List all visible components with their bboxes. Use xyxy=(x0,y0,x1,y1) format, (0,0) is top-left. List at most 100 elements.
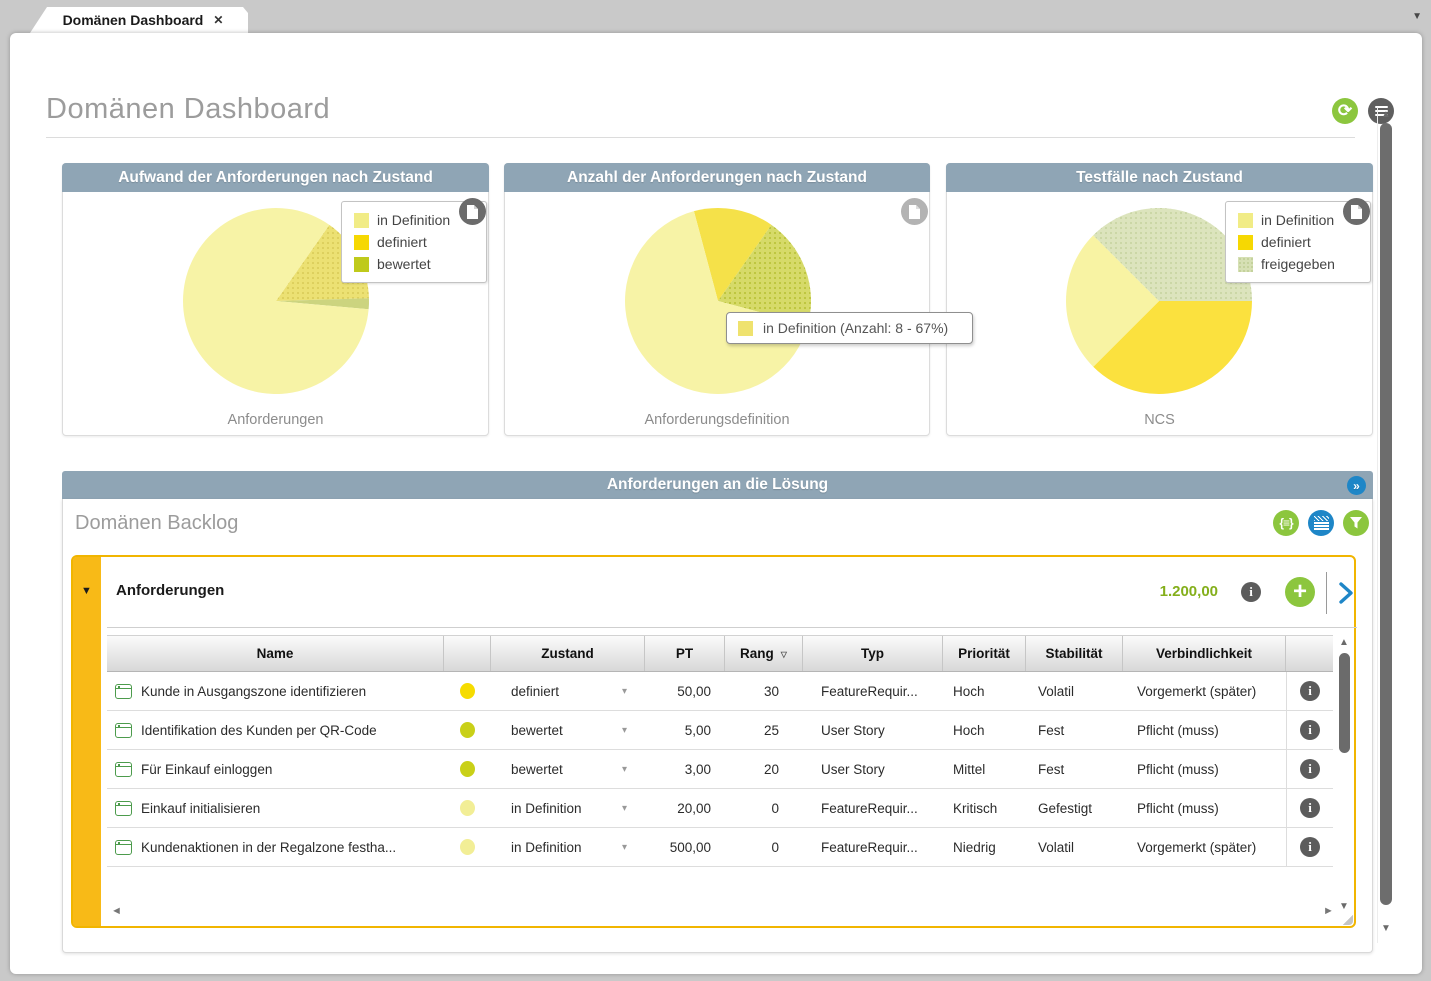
group-info-button[interactable]: i xyxy=(1241,582,1261,602)
legend-label: definiert xyxy=(377,234,427,250)
tabstrip-caret-icon[interactable]: ▼ xyxy=(1412,11,1422,22)
legend-item[interactable]: freigegeben xyxy=(1238,253,1362,275)
column-header-status[interactable] xyxy=(444,636,491,671)
panel-anzahl-header: Anzahl der Anforderungen nach Zustand xyxy=(504,163,930,192)
row-info-button[interactable]: i xyxy=(1300,837,1320,857)
info-icon: i xyxy=(1308,839,1312,855)
tab-domaenen-dashboard[interactable]: Domänen Dashboard ✕ xyxy=(30,7,248,33)
status-dot xyxy=(460,800,475,816)
group-settings-button[interactable]: {≡} xyxy=(1273,510,1299,536)
row-stabilitaet: Volatil xyxy=(1026,828,1123,866)
tooltip-swatch xyxy=(738,321,753,336)
column-header-typ[interactable]: Typ xyxy=(803,636,943,671)
info-icon: i xyxy=(1249,584,1253,600)
status-dot xyxy=(460,722,475,738)
requirement-icon xyxy=(115,723,132,738)
legend-swatch xyxy=(1238,213,1253,228)
tab-title: Domänen Dashboard xyxy=(55,12,204,28)
column-header-verbindlichkeit[interactable]: Verbindlichkeit xyxy=(1123,636,1286,671)
column-header-pt[interactable]: PT xyxy=(645,636,725,671)
zustand-dropdown[interactable]: bewertet▾ xyxy=(491,750,645,788)
chart-footer-label: NCS xyxy=(947,412,1372,428)
refresh-button[interactable]: ⟳ xyxy=(1332,98,1358,124)
row-name: Für Einkauf einloggen xyxy=(141,762,272,777)
export-button[interactable] xyxy=(901,198,928,225)
table-row[interactable]: Kundenaktionen in der Regalzone festha..… xyxy=(107,828,1333,867)
legend-item[interactable]: definiert xyxy=(1238,231,1362,253)
row-name: Identifikation des Kunden per QR-Code xyxy=(141,723,377,738)
column-header-rang[interactable]: Rang ▽ xyxy=(725,636,803,671)
row-rang: 30 xyxy=(725,672,803,710)
view-mode-button[interactable] xyxy=(1308,510,1334,536)
scroll-up-icon[interactable]: ▲ xyxy=(1381,109,1391,120)
row-rang: 0 xyxy=(725,828,803,866)
filter-button[interactable] xyxy=(1343,510,1369,536)
legend-swatch xyxy=(354,257,369,272)
group-title: Anforderungen xyxy=(116,582,224,599)
chevron-down-icon: ▾ xyxy=(622,764,627,775)
page-vertical-scrollbar[interactable]: ▲ ▼ xyxy=(1377,107,1392,943)
info-icon: i xyxy=(1308,722,1312,738)
row-verbindlichkeit: Vorgemerkt (später) xyxy=(1123,672,1286,710)
resize-grip[interactable] xyxy=(1343,915,1353,925)
row-info-button[interactable]: i xyxy=(1300,798,1320,818)
chevron-down-icon: ▾ xyxy=(622,686,627,697)
scroll-left-icon[interactable]: ◄ xyxy=(111,905,122,917)
page-title: Domänen Dashboard xyxy=(46,93,330,126)
row-info-button[interactable]: i xyxy=(1300,720,1320,740)
info-icon: i xyxy=(1308,800,1312,816)
row-stabilitaet: Volatil xyxy=(1026,672,1123,710)
legend-item[interactable]: definiert xyxy=(354,231,478,253)
row-typ: User Story xyxy=(803,750,943,788)
scroll-down-icon[interactable]: ▼ xyxy=(1339,901,1349,912)
scroll-up-icon[interactable]: ▲ xyxy=(1339,637,1349,648)
row-prioritaet: Hoch xyxy=(943,672,1026,710)
row-stabilitaet: Fest xyxy=(1026,711,1123,749)
add-requirement-button[interactable]: + xyxy=(1285,577,1315,607)
legend-item[interactable]: bewertet xyxy=(354,253,478,275)
hatched-list-icon xyxy=(1314,516,1329,530)
open-group-button[interactable] xyxy=(1333,580,1359,606)
zustand-dropdown[interactable]: bewertet▾ xyxy=(491,711,645,749)
column-header-prioritaet[interactable]: Priorität xyxy=(943,636,1026,671)
panel-testfaelle: Testfälle nach Zustand in Definition def… xyxy=(946,163,1373,436)
collapse-arrow-icon[interactable]: ▼ xyxy=(81,585,92,597)
scrollbar-thumb[interactable] xyxy=(1380,123,1392,905)
row-typ: FeatureRequir... xyxy=(803,828,943,866)
zustand-dropdown[interactable]: definiert▾ xyxy=(491,672,645,710)
tab-close-icon[interactable]: ✕ xyxy=(213,13,223,27)
legend-swatch xyxy=(1238,235,1253,250)
scroll-down-icon[interactable]: ▼ xyxy=(1381,923,1391,934)
pie-chart-anzahl[interactable] xyxy=(623,206,813,396)
table-row[interactable]: Kunde in Ausgangszone identifizieren def… xyxy=(107,672,1333,711)
row-verbindlichkeit: Pflicht (muss) xyxy=(1123,711,1286,749)
table-row[interactable]: Einkauf initialisieren in Definition▾ 20… xyxy=(107,789,1333,828)
expand-section-button[interactable]: » xyxy=(1347,476,1366,495)
group-collapse-strip[interactable]: ▼ xyxy=(73,557,101,926)
table-vertical-scrollbar[interactable]: ▲ ▼ xyxy=(1337,635,1353,917)
document-icon xyxy=(465,204,480,220)
tooltip-text: in Definition (Anzahl: 8 - 67%) xyxy=(763,320,948,336)
zustand-dropdown[interactable]: in Definition▾ xyxy=(491,828,645,866)
column-header-stabilitaet[interactable]: Stabilität xyxy=(1026,636,1123,671)
row-pt: 500,00 xyxy=(645,828,725,866)
column-header-name[interactable]: Name xyxy=(107,636,444,671)
refresh-icon: ⟳ xyxy=(1338,101,1352,121)
row-info-button[interactable]: i xyxy=(1300,681,1320,701)
row-name: Kundenaktionen in der Regalzone festha..… xyxy=(141,840,396,855)
row-pt: 20,00 xyxy=(645,789,725,827)
scrollbar-thumb[interactable] xyxy=(1339,653,1350,753)
column-header-zustand[interactable]: Zustand xyxy=(491,636,645,671)
row-pt: 50,00 xyxy=(645,672,725,710)
chevron-right-icon xyxy=(1333,580,1359,606)
row-typ: FeatureRequir... xyxy=(803,789,943,827)
zustand-dropdown[interactable]: in Definition▾ xyxy=(491,789,645,827)
table-row[interactable]: Identifikation des Kunden per QR-Code be… xyxy=(107,711,1333,750)
export-button[interactable] xyxy=(459,198,486,225)
row-info-button[interactable]: i xyxy=(1300,759,1320,779)
chevron-down-icon: ▾ xyxy=(622,725,627,736)
scroll-right-icon[interactable]: ► xyxy=(1323,905,1334,917)
export-button[interactable] xyxy=(1343,198,1370,225)
table-row[interactable]: Für Einkauf einloggen bewertet▾ 3,00 20 … xyxy=(107,750,1333,789)
panel-aufwand: Aufwand der Anforderungen nach Zustand i… xyxy=(62,163,489,436)
